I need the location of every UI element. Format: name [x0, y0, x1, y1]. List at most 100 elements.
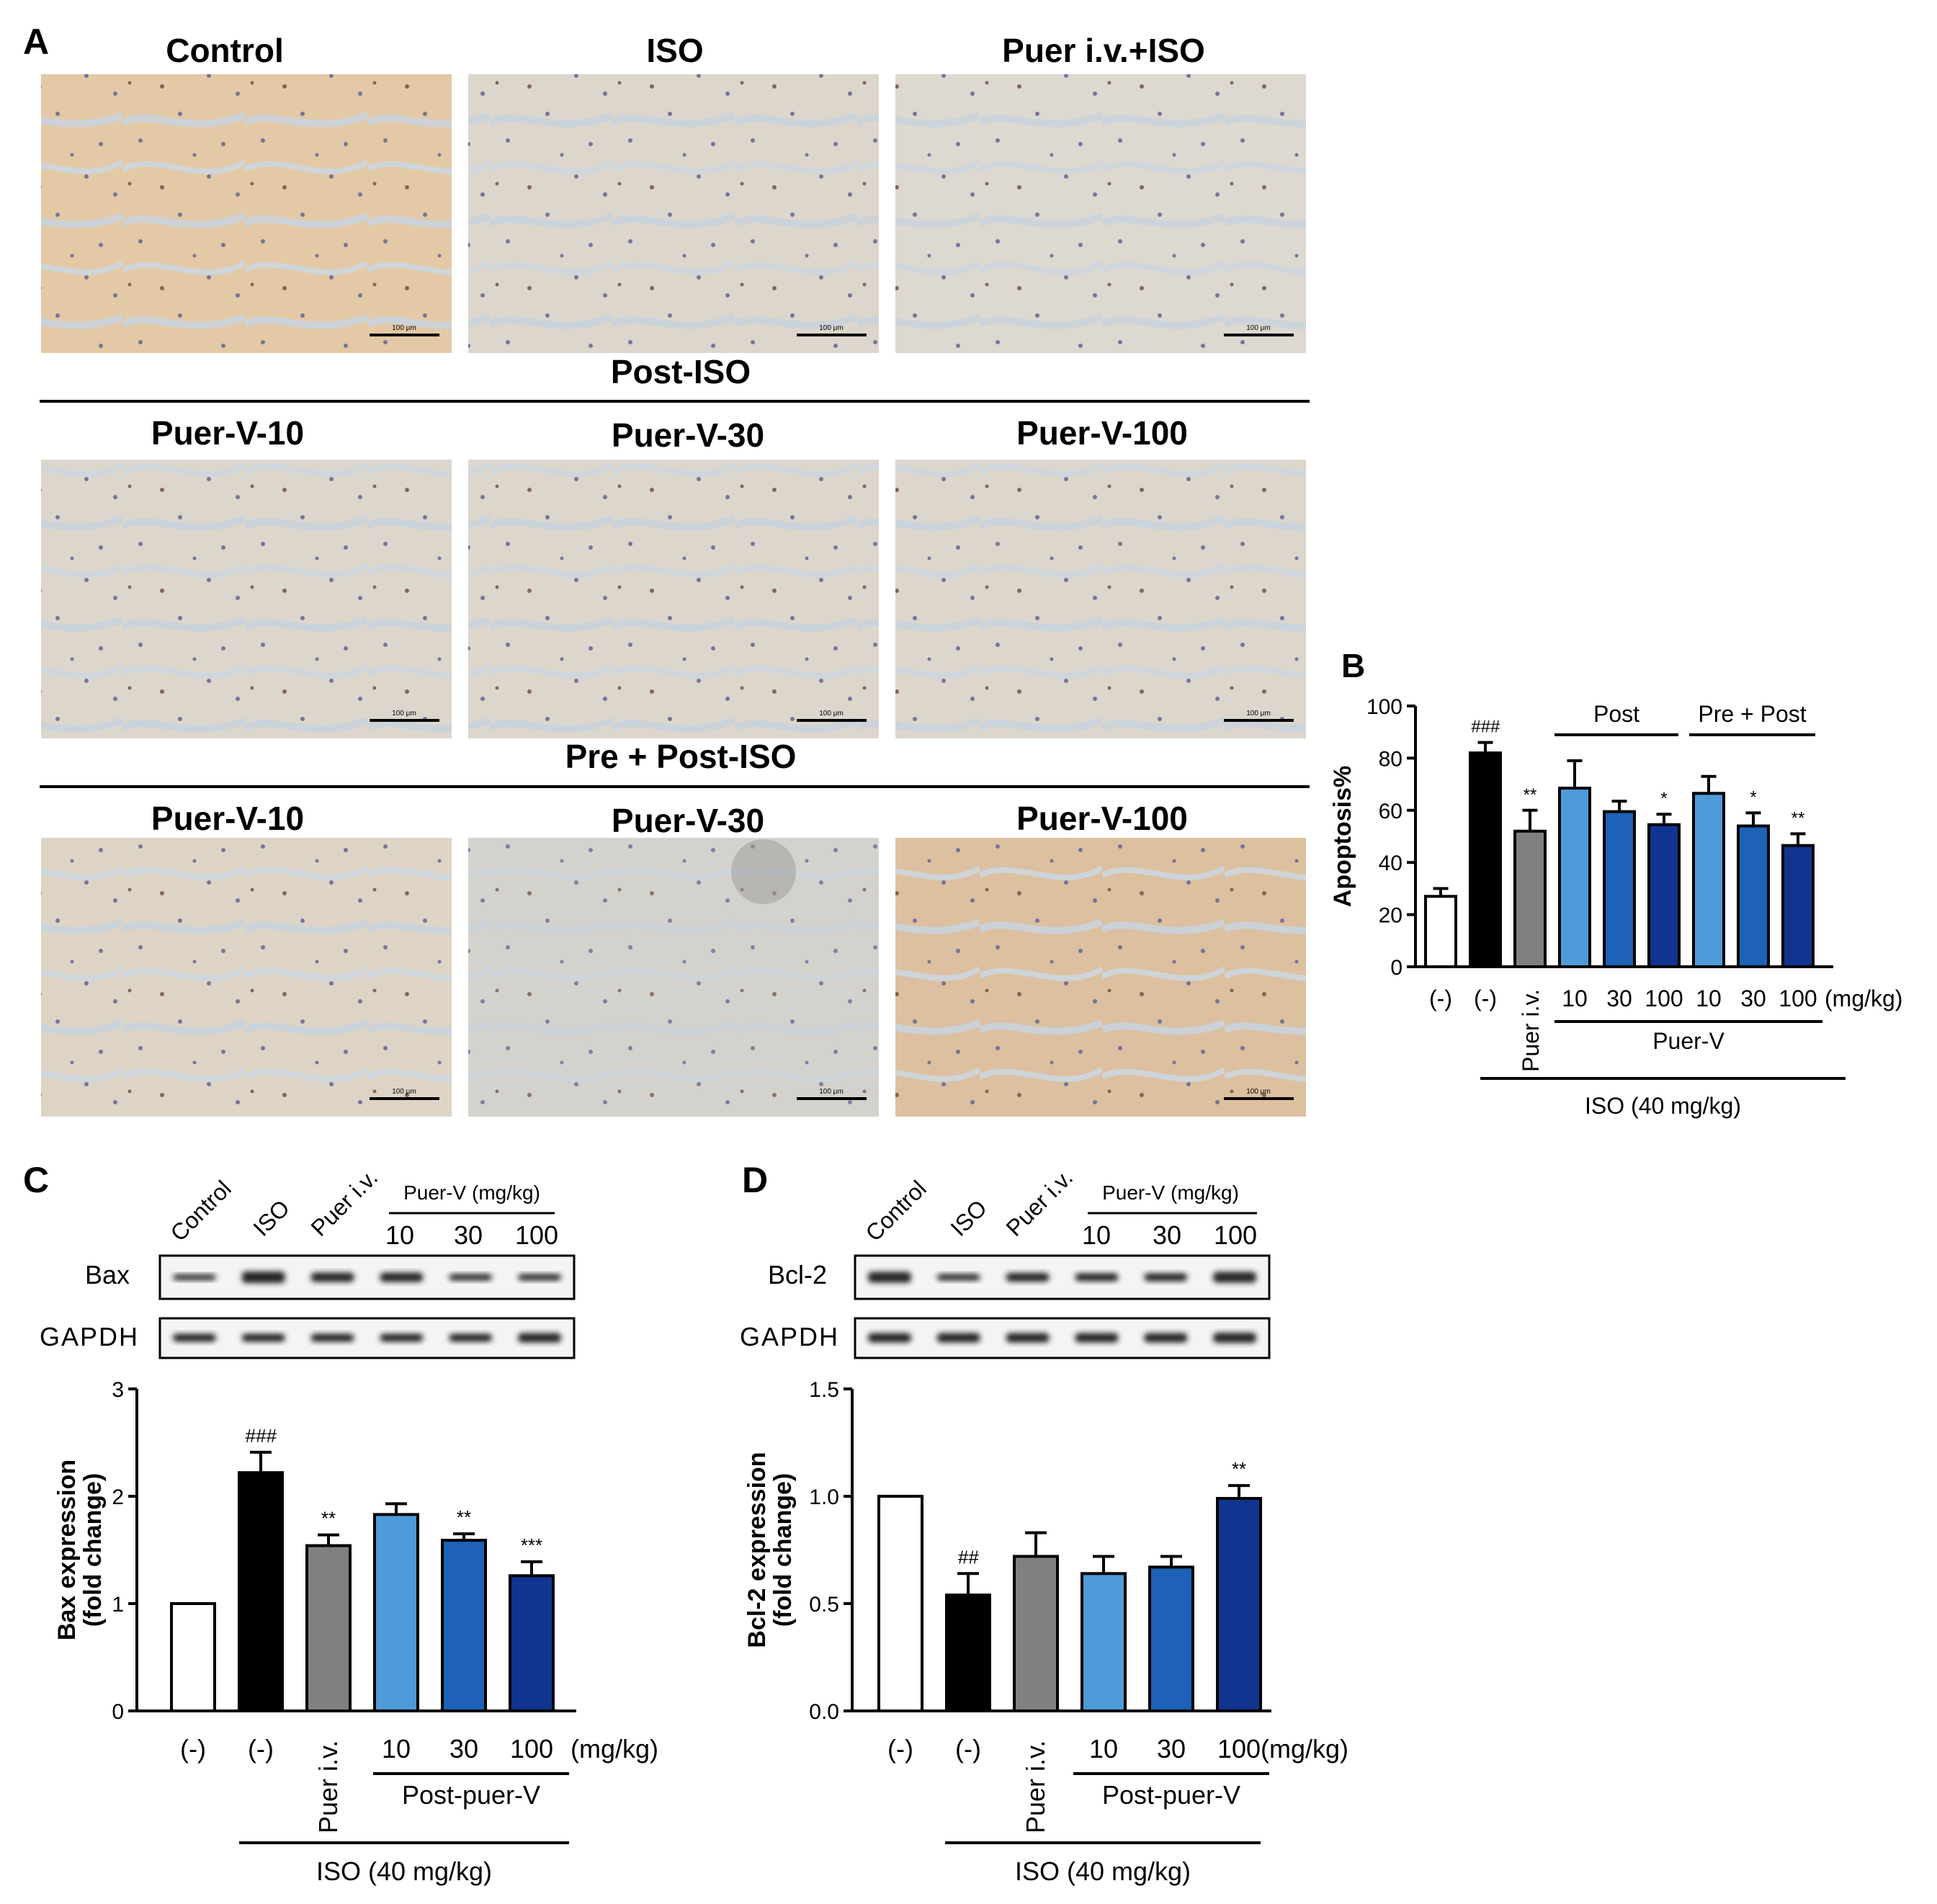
y-tick-label: 1.5 — [809, 1378, 839, 1402]
y-tick-label: 60 — [1379, 800, 1403, 823]
scale-bar-label: 100 μm — [819, 324, 844, 332]
blot-lane-label: Puer i.v. — [1001, 1164, 1078, 1241]
micrograph-title: Puer-V-100 — [1016, 800, 1188, 837]
blot-band — [1213, 1271, 1257, 1283]
blot-lane-label: Control — [860, 1176, 931, 1246]
group-label: Puer-V — [1652, 1028, 1724, 1054]
micrograph-title: Puer-V-30 — [612, 802, 764, 839]
x-tick-label: 30 — [1606, 985, 1632, 1011]
blot-row-label: GAPDH — [740, 1322, 839, 1351]
panel-b-label: B — [1341, 647, 1365, 684]
blot-lane-label: Puer i.v. — [305, 1164, 383, 1241]
blot-band — [1144, 1273, 1188, 1282]
blot-d: Control ISO Puer i.v. Puer-V (mg/kg) 10 … — [740, 1164, 1271, 1359]
blot-box — [854, 1254, 1271, 1300]
blot-band — [449, 1274, 493, 1281]
scale-bar-label: 100 μm — [819, 710, 844, 718]
bar — [1737, 824, 1770, 969]
y-tick-label: 40 — [1379, 852, 1403, 875]
blot-band — [172, 1333, 216, 1342]
y-axis-label: Bax expression — [53, 1460, 81, 1640]
bar — [877, 1495, 923, 1712]
y-axis-label: Bcl-2 expression — [743, 1452, 771, 1648]
micrograph-title: ISO — [646, 32, 703, 69]
bar — [1469, 751, 1502, 969]
x-tick-label: 100 — [1779, 985, 1817, 1011]
micrograph-prepost-30: 100 μm — [468, 838, 879, 1117]
group-label: Post-puer-V — [1102, 1780, 1240, 1810]
blot-box — [158, 1317, 576, 1359]
micrograph-title: Puer-V-100 — [1016, 414, 1188, 452]
significance-label: ** — [1232, 1458, 1246, 1480]
panel-c-label: C — [23, 1160, 49, 1200]
chart-d: 0.0 0.5 1.0 1.5 Bcl-2 expression(fold change… — [743, 1378, 1348, 1886]
bar — [1647, 823, 1681, 968]
bar — [1013, 1555, 1059, 1712]
bar — [509, 1574, 555, 1713]
micrograph-row-1: Control ISO Puer i.v.+ISO 100 μm 100 μm … — [41, 32, 1306, 353]
group-label: ISO (40 mg/kg) — [316, 1856, 492, 1886]
x-tick-label: Puer i.v. — [1518, 989, 1544, 1072]
blot-group-label: Puer-V (mg/kg) — [1102, 1181, 1239, 1204]
blot-c: Control ISO Puer i.v. Puer-V (mg/kg) 10 … — [40, 1164, 576, 1359]
blot-band — [1075, 1333, 1119, 1343]
micrograph-title: Puer-V-30 — [612, 416, 764, 454]
x-tick-label: (-) — [887, 1734, 913, 1764]
panel-d-label: D — [742, 1160, 768, 1200]
blot-band — [1144, 1333, 1188, 1343]
x-tick-label: (-) — [955, 1734, 981, 1764]
group-label: Post — [1593, 701, 1639, 727]
x-tick-label: 10 — [1089, 1734, 1118, 1764]
blot-dose-label: 10 — [385, 1220, 414, 1250]
significance-label: ** — [457, 1506, 471, 1528]
panel-a-label: A — [23, 22, 49, 62]
x-tick-label: (-) — [180, 1734, 206, 1764]
blot-band — [1006, 1273, 1050, 1282]
micrograph-title: Puer-V-10 — [151, 800, 304, 837]
x-tick-label: 10 — [382, 1734, 411, 1764]
significance-label: *** — [521, 1534, 542, 1556]
micrograph-title: Control — [166, 32, 284, 69]
x-tick-label: 100 — [510, 1734, 553, 1764]
bar — [305, 1544, 352, 1713]
scale-bar-label: 100 μm — [1246, 324, 1271, 332]
bar — [238, 1471, 284, 1712]
micrograph-post-30: 100 μm — [468, 460, 879, 738]
y-axis-label: (fold change) — [769, 1473, 797, 1627]
unit-label: (mg/kg) — [1261, 1734, 1348, 1764]
blot-band — [1006, 1333, 1050, 1343]
y-tick-label: 1.0 — [809, 1485, 839, 1509]
blot-row-label: Bcl-2 — [768, 1260, 827, 1290]
section-post-iso: Post-ISO — [611, 353, 751, 390]
blot-band — [241, 1333, 285, 1342]
blot-band — [449, 1333, 493, 1342]
group-label: Pre + Post — [1698, 701, 1806, 727]
blot-dose-label: 100 — [1214, 1220, 1257, 1250]
bar — [1558, 787, 1591, 969]
significance-label: * — [1660, 789, 1667, 808]
section-pre-post-iso: Pre + Post-ISO — [565, 738, 797, 775]
y-tick-label: 0 — [112, 1700, 124, 1724]
significance-label: * — [1750, 787, 1756, 807]
micrograph-post-100: 100 μm — [895, 460, 1306, 738]
blot-band — [867, 1271, 911, 1283]
blot-band — [936, 1333, 980, 1343]
blot-lane-label: Control — [165, 1176, 236, 1246]
bar — [441, 1539, 487, 1713]
y-tick-label: 20 — [1379, 904, 1403, 928]
micrograph-post-10: 100 μm — [41, 460, 452, 738]
bar — [1692, 792, 1725, 969]
x-tick-label: (-) — [248, 1734, 274, 1764]
y-tick-label: 1 — [112, 1593, 124, 1617]
x-tick-label: 100 — [1645, 985, 1683, 1011]
micrograph-prepost-100: 100 μm — [895, 838, 1306, 1117]
y-tick-label: 2 — [112, 1485, 124, 1509]
blot-band — [867, 1333, 911, 1343]
y-tick-label: 0.0 — [809, 1700, 839, 1724]
bar — [373, 1513, 419, 1713]
blot-band — [310, 1333, 354, 1342]
blot-bands-d — [867, 1271, 1257, 1343]
bar — [170, 1602, 216, 1712]
blot-band — [241, 1271, 285, 1283]
